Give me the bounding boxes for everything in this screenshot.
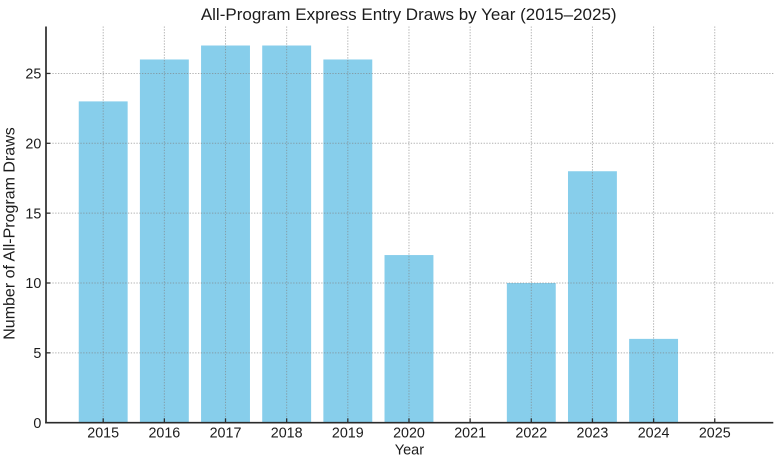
svg-text:20: 20 [25,137,41,153]
svg-text:15: 15 [25,206,41,222]
svg-text:2021: 2021 [454,425,486,441]
svg-text:All-Program Express Entry Draw: All-Program Express Entry Draws by Year … [201,5,617,24]
svg-text:Year: Year [395,443,424,459]
svg-text:2022: 2022 [515,425,547,441]
svg-text:Number of All-Program Draws: Number of All-Program Draws [2,127,19,340]
svg-text:2019: 2019 [332,425,364,441]
svg-text:2016: 2016 [148,425,180,441]
svg-text:2025: 2025 [699,425,731,441]
svg-text:2017: 2017 [210,425,242,441]
svg-text:2015: 2015 [87,425,119,441]
svg-text:2020: 2020 [393,425,425,441]
svg-text:2023: 2023 [577,425,609,441]
svg-text:2018: 2018 [271,425,303,441]
svg-text:25: 25 [25,67,41,83]
svg-text:0: 0 [33,416,41,432]
svg-text:5: 5 [33,346,41,362]
svg-text:2024: 2024 [638,425,670,441]
svg-text:10: 10 [25,276,41,292]
